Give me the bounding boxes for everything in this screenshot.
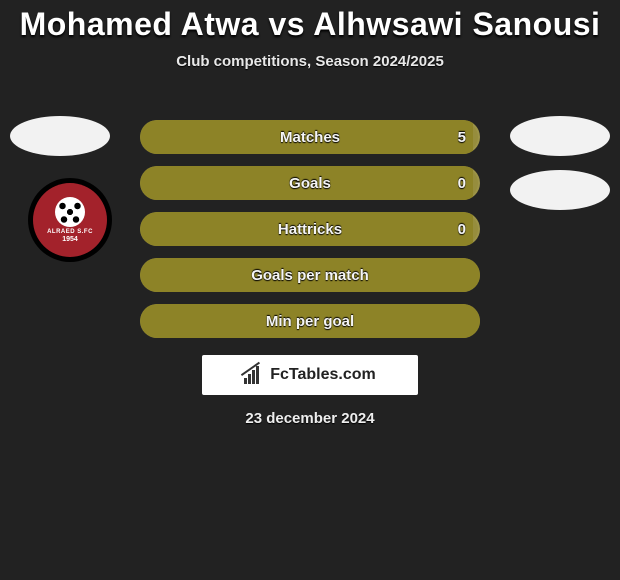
stats-rows: Matches 5 Goals 0 Hattricks 0 Goals per match M… [140,120,480,350]
page-subtitle: Club competitions, Season 2024/2025 [0,53,620,70]
stat-row-value: 0 [458,175,466,192]
stat-row-label: Goals [289,175,331,192]
stat-row-goals-per-match: Goals per match [140,258,480,292]
club-logo-inner: ALRAED S.FC 1954 [33,183,107,257]
soccer-ball-icon [55,197,85,227]
stat-row-matches: Matches 5 [140,120,480,154]
stat-row-goals: Goals 0 [140,166,480,200]
brand-badge[interactable]: FcTables.com [202,355,418,395]
club-logo: ALRAED S.FC 1954 [28,178,112,262]
player-avatar-right-2 [510,170,610,210]
date-label: 23 december 2024 [0,410,620,427]
bar-chart-icon [244,366,264,384]
stat-row-label: Min per goal [266,313,354,330]
stat-row-min-per-goal: Min per goal [140,304,480,338]
comparison-card: Mohamed Atwa vs Alhwsawi Sanousi Club co… [0,0,620,580]
player-avatar-right-1 [510,116,610,156]
club-logo-year: 1954 [62,236,78,243]
stat-row-label: Hattricks [278,221,342,238]
stat-row-value: 5 [458,129,466,146]
club-logo-text: ALRAED S.FC [47,229,93,235]
stat-row-label: Matches [280,129,340,146]
stat-row-value: 0 [458,221,466,238]
player-avatar-left [10,116,110,156]
stat-row-hattricks: Hattricks 0 [140,212,480,246]
page-title: Mohamed Atwa vs Alhwsawi Sanousi [0,0,620,43]
brand-text: FcTables.com [270,366,376,384]
stat-row-label: Goals per match [251,267,369,284]
